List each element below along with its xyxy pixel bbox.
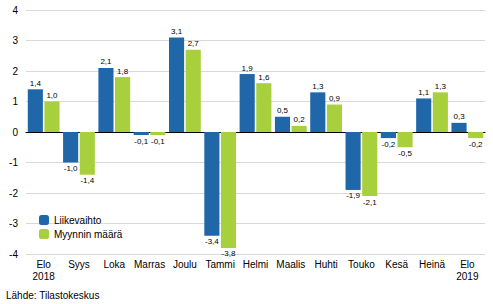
svg-text:1,4: 1,4 [30,79,42,88]
svg-text:Lähde: Tilastokeskus: Lähde: Tilastokeskus [6,290,99,301]
svg-text:-0,2: -0,2 [382,140,396,149]
svg-text:Heinä: Heinä [419,259,446,270]
svg-text:-3,8: -3,8 [222,249,236,258]
svg-text:-2,1: -2,1 [363,198,377,207]
svg-text:Touko: Touko [348,259,375,270]
svg-text:1,6: 1,6 [258,73,270,82]
svg-text:1,1: 1,1 [418,88,430,97]
svg-text:2019: 2019 [456,271,479,282]
svg-text:Maalis: Maalis [276,259,305,270]
svg-text:-3,4: -3,4 [205,237,219,246]
svg-text:0,2: 0,2 [294,115,306,124]
svg-text:0: 0 [12,127,18,138]
svg-text:0,9: 0,9 [329,94,341,103]
svg-text:4: 4 [12,5,18,16]
svg-text:-2: -2 [9,188,18,199]
svg-text:Joulu: Joulu [173,259,197,270]
svg-text:1: 1 [12,96,18,107]
svg-text:0,3: 0,3 [453,112,465,121]
svg-text:-4: -4 [9,249,18,260]
svg-text:1,8: 1,8 [117,67,129,76]
svg-text:-1: -1 [9,157,18,168]
svg-text:2018: 2018 [33,271,56,282]
svg-text:Tammi: Tammi [205,259,234,270]
svg-text:-0,5: -0,5 [398,149,412,158]
svg-text:-0,2: -0,2 [469,140,483,149]
svg-text:1,3: 1,3 [312,82,324,91]
svg-text:Huhti: Huhti [314,259,337,270]
svg-text:-0,1: -0,1 [151,137,165,146]
svg-text:-0,1: -0,1 [134,137,148,146]
svg-text:Elo: Elo [36,259,51,270]
svg-text:Syys: Syys [68,259,90,270]
svg-text:-1,0: -1,0 [64,164,78,173]
svg-text:2: 2 [12,66,18,77]
svg-text:Loka: Loka [103,259,125,270]
svg-text:-3: -3 [9,218,18,229]
svg-text:1,3: 1,3 [435,82,447,91]
svg-text:3: 3 [12,35,18,46]
svg-text:2,1: 2,1 [100,57,112,66]
svg-text:3,1: 3,1 [171,27,183,36]
svg-text:Liikevaihto: Liikevaihto [54,215,102,226]
svg-text:Helmi: Helmi [243,259,269,270]
svg-text:1,0: 1,0 [46,91,58,100]
svg-text:Elo: Elo [460,259,475,270]
svg-text:Myynnin määrä: Myynnin määrä [54,229,123,240]
svg-text:2,7: 2,7 [188,39,200,48]
svg-text:Marras: Marras [134,259,165,270]
svg-text:-1,4: -1,4 [80,176,94,185]
svg-text:-1,9: -1,9 [346,191,360,200]
svg-text:1,9: 1,9 [242,64,254,73]
svg-text:0,5: 0,5 [277,106,289,115]
svg-text:Kesä: Kesä [385,259,408,270]
